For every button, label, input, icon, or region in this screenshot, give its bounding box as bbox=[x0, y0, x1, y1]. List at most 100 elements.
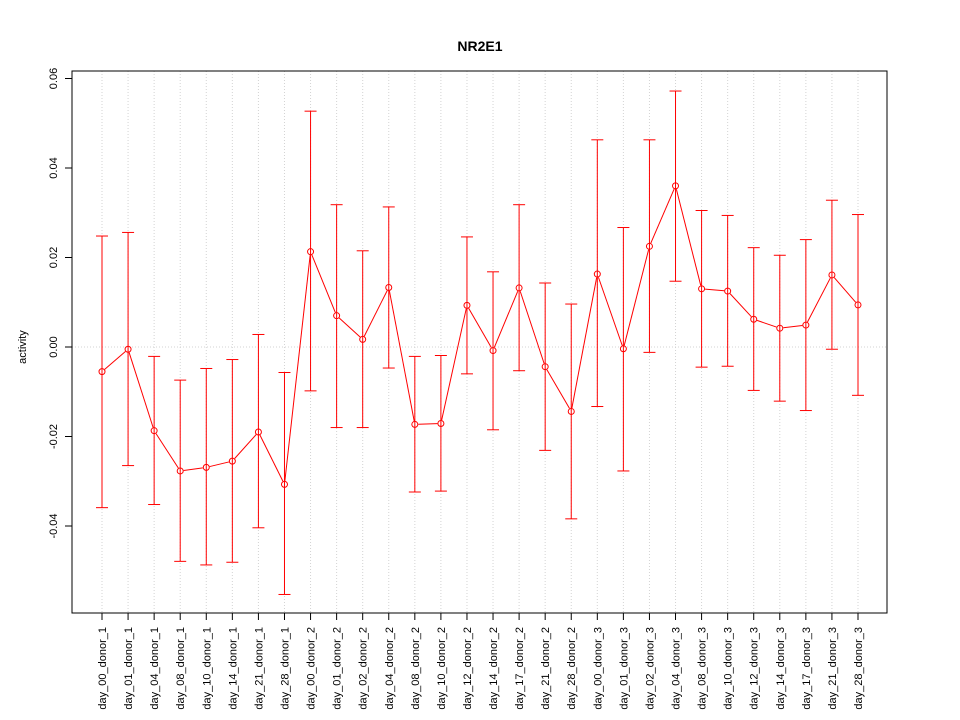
x-tick-label: day_14_donor_2 bbox=[488, 627, 500, 710]
x-tick-label: day_28_donor_3 bbox=[853, 627, 865, 710]
x-tick-label: day_04_donor_3 bbox=[671, 627, 683, 710]
x-tick-label: day_14_donor_1 bbox=[227, 627, 239, 710]
x-tick-label: day_12_donor_2 bbox=[462, 627, 474, 710]
line-segment bbox=[259, 434, 284, 482]
error-bar bbox=[565, 303, 578, 520]
line-segment bbox=[284, 255, 311, 481]
line-segment bbox=[756, 319, 777, 328]
data-point bbox=[854, 301, 862, 309]
y-tick-label: 0.04 bbox=[48, 157, 60, 178]
data-point bbox=[828, 271, 836, 279]
chart-title: NR2E1 bbox=[457, 38, 502, 54]
data-point bbox=[515, 284, 523, 292]
line-segment bbox=[783, 324, 803, 329]
data-point bbox=[228, 457, 236, 465]
data-point bbox=[307, 248, 315, 256]
line-segment bbox=[675, 189, 702, 286]
data-point bbox=[619, 345, 627, 353]
y-axis: -0.04 -0.02 0.00 0.02 0.04 0.06 bbox=[48, 68, 73, 539]
data-point bbox=[411, 420, 419, 428]
x-tick-label: day_12_donor_3 bbox=[749, 627, 761, 710]
error-bar bbox=[226, 359, 239, 563]
data-point bbox=[645, 242, 653, 250]
line-segment bbox=[571, 277, 598, 409]
line-segment bbox=[311, 254, 336, 313]
error-bar bbox=[487, 271, 500, 431]
data-point bbox=[254, 428, 262, 436]
x-tick-label: day_01_donor_3 bbox=[618, 627, 630, 710]
grid bbox=[72, 71, 887, 613]
x-tick-label: day_04_donor_2 bbox=[384, 627, 396, 710]
line-segment bbox=[338, 317, 361, 338]
x-tick-label: day_01_donor_2 bbox=[332, 627, 344, 710]
x-tick-label: day_10_donor_2 bbox=[436, 627, 448, 710]
x-tick-label: day_10_donor_1 bbox=[201, 627, 213, 710]
line-segment bbox=[363, 290, 388, 337]
error-bar bbox=[799, 239, 812, 412]
line-segment bbox=[209, 461, 230, 468]
line-segment bbox=[546, 369, 570, 409]
error-bar bbox=[747, 247, 760, 391]
error-bar bbox=[539, 282, 552, 451]
line-segment bbox=[128, 352, 154, 428]
error-bar bbox=[591, 139, 604, 408]
error-bar bbox=[122, 231, 135, 467]
data-point bbox=[672, 182, 680, 190]
data-point bbox=[437, 420, 445, 428]
error-bar bbox=[434, 355, 447, 492]
x-tick-label: day_28_donor_1 bbox=[279, 627, 291, 710]
line-segment bbox=[519, 291, 545, 364]
error-bar bbox=[382, 206, 395, 369]
series-line bbox=[104, 188, 857, 482]
line-segment bbox=[833, 277, 857, 303]
line-segment bbox=[468, 308, 492, 348]
line-segment bbox=[234, 434, 257, 459]
data-point bbox=[802, 321, 810, 329]
line-segment bbox=[104, 351, 126, 370]
x-tick-label: day_14_donor_3 bbox=[775, 627, 787, 710]
line-segment bbox=[418, 423, 438, 425]
data-point bbox=[489, 347, 497, 355]
data-point bbox=[333, 312, 341, 320]
x-tick-label: day_17_donor_3 bbox=[801, 627, 813, 710]
x-tick-label: day_28_donor_2 bbox=[566, 627, 578, 710]
data-point bbox=[541, 363, 549, 371]
error-bar bbox=[773, 254, 786, 402]
line-segment bbox=[705, 288, 725, 292]
line-segment bbox=[807, 277, 831, 323]
x-tick-label: day_08_donor_1 bbox=[175, 627, 187, 710]
error-bar bbox=[721, 214, 734, 367]
line-segment bbox=[493, 290, 519, 348]
x-tick-label: day_21_donor_2 bbox=[540, 627, 552, 710]
x-tick-label: day_21_donor_3 bbox=[827, 627, 839, 710]
line-segment bbox=[155, 433, 179, 469]
data-point bbox=[98, 368, 106, 376]
error-bar bbox=[174, 379, 187, 562]
x-tick-label: day_02_donor_3 bbox=[644, 627, 656, 710]
error-bars bbox=[96, 90, 864, 595]
data-point bbox=[463, 301, 471, 309]
error-bar bbox=[669, 90, 682, 282]
data-points bbox=[98, 182, 862, 488]
line-segment bbox=[623, 249, 650, 346]
data-point bbox=[567, 407, 575, 415]
y-tick-label: -0.04 bbox=[48, 513, 60, 538]
data-point bbox=[385, 283, 393, 291]
x-tick-label: day_04_donor_1 bbox=[149, 627, 161, 710]
data-point bbox=[593, 270, 601, 278]
error-bar bbox=[513, 204, 526, 372]
data-point bbox=[176, 467, 184, 475]
error-bar bbox=[408, 355, 421, 493]
x-tick-label: day_02_donor_2 bbox=[358, 627, 370, 710]
data-point bbox=[150, 427, 158, 435]
error-bar bbox=[96, 235, 108, 509]
x-tick-label: day_10_donor_3 bbox=[723, 627, 735, 710]
x-axis: day_00_donor_1 day_01_donor_1 day_04_donor… bbox=[97, 612, 865, 710]
error-bar bbox=[148, 355, 161, 506]
error-bar bbox=[617, 227, 630, 472]
error-bar bbox=[252, 333, 265, 529]
error-bar bbox=[852, 214, 864, 396]
x-tick-label: day_00_donor_3 bbox=[592, 627, 604, 710]
x-tick-label: day_00_donor_2 bbox=[306, 627, 318, 710]
